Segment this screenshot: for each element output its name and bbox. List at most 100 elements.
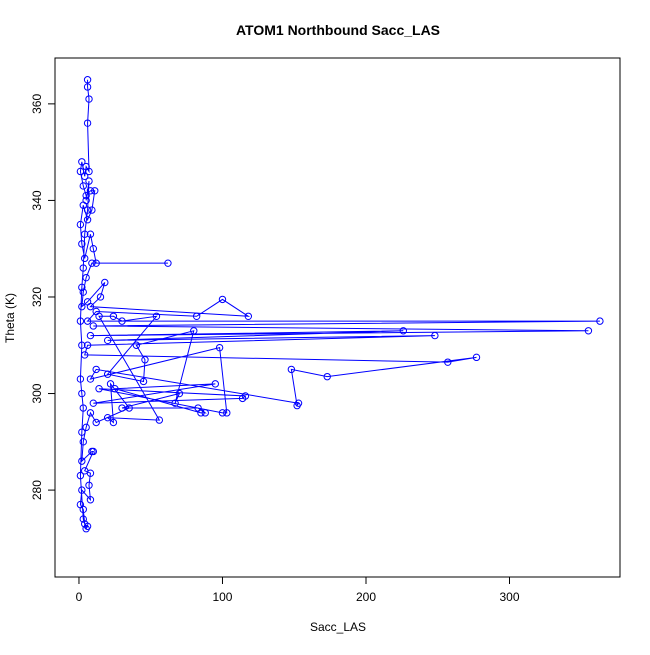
x-axis-label: Sacc_LAS: [310, 620, 366, 634]
point: [89, 399, 98, 407]
point: [81, 254, 89, 263]
point: [83, 317, 92, 325]
x-tick-label: 0: [76, 590, 83, 604]
point: [139, 377, 148, 386]
point: [83, 216, 92, 224]
series-line: [79, 79, 600, 530]
point: [89, 447, 98, 456]
point: [106, 380, 115, 388]
point: [82, 525, 90, 533]
point: [155, 416, 164, 424]
point: [78, 302, 86, 311]
point: [287, 365, 296, 374]
point: [95, 312, 103, 320]
point: [79, 505, 87, 514]
point: [92, 418, 100, 427]
point: [141, 356, 149, 364]
point: [91, 187, 99, 195]
point: [85, 481, 93, 489]
x-tick-label: 300: [499, 590, 519, 604]
point: [472, 353, 481, 362]
y-tick-label: 320: [30, 287, 44, 307]
point: [92, 365, 100, 374]
y-axis-label: Theta (K): [3, 293, 17, 343]
point: [82, 423, 90, 432]
point: [86, 230, 95, 238]
point: [79, 288, 87, 296]
point: [125, 404, 133, 412]
point: [78, 457, 86, 465]
point: [86, 469, 95, 477]
point: [95, 385, 103, 393]
point: [86, 496, 95, 504]
point: [218, 295, 227, 304]
point: [85, 95, 93, 103]
point: [78, 428, 86, 436]
point: [83, 83, 92, 91]
point: [83, 206, 92, 214]
point: [83, 341, 92, 349]
point: [118, 317, 126, 325]
point: [444, 358, 452, 366]
plot-frame: [54, 57, 621, 578]
point: [190, 327, 198, 335]
point: [215, 343, 224, 352]
point: [96, 293, 105, 301]
point: [78, 486, 86, 494]
point: [82, 162, 90, 171]
point: [596, 317, 604, 325]
y-tick-label: 360: [30, 94, 44, 114]
point: [223, 409, 231, 417]
point: [152, 312, 161, 320]
point: [103, 413, 112, 422]
point: [86, 187, 95, 195]
point: [76, 375, 85, 383]
point: [83, 119, 92, 127]
point: [171, 399, 179, 407]
point: [101, 278, 109, 287]
point: [88, 206, 96, 214]
point: [89, 322, 98, 330]
point: [86, 375, 95, 383]
point: [76, 167, 85, 176]
point: [323, 372, 331, 381]
point: [109, 418, 118, 427]
point: [79, 182, 87, 190]
point: [76, 471, 85, 480]
point: [78, 283, 86, 292]
point: [103, 370, 112, 378]
point: [201, 409, 209, 417]
point: [164, 259, 172, 267]
point: [79, 438, 87, 446]
point: [175, 389, 184, 398]
point: [81, 230, 89, 238]
point: [92, 259, 100, 267]
point: [211, 380, 220, 388]
point: [82, 196, 90, 205]
point: [132, 341, 141, 349]
point: [81, 351, 89, 359]
point: [192, 312, 201, 320]
point: [78, 240, 86, 248]
point: [584, 327, 593, 335]
point: [76, 220, 85, 229]
point: [399, 327, 407, 335]
point: [78, 389, 86, 398]
point: [82, 191, 90, 200]
point: [218, 409, 227, 417]
y-tick-label: 340: [30, 190, 44, 210]
point: [109, 312, 118, 320]
point: [86, 409, 95, 417]
point: [194, 404, 202, 412]
point: [294, 399, 303, 407]
point: [88, 259, 96, 267]
point: [431, 331, 439, 340]
point: [79, 264, 87, 272]
y-tick-label: 280: [30, 480, 44, 500]
point: [82, 273, 90, 282]
point: [76, 317, 85, 325]
x-tick-label: 200: [356, 590, 376, 604]
point: [111, 385, 119, 393]
point: [86, 331, 95, 340]
